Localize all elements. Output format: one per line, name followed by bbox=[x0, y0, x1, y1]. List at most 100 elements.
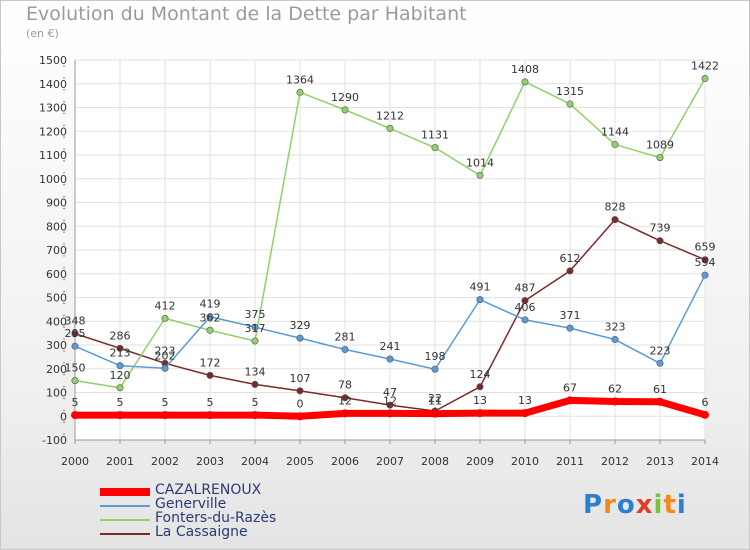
data-point bbox=[476, 409, 484, 418]
x-tick-label: 2006 bbox=[331, 455, 359, 468]
data-label: 134 bbox=[245, 365, 266, 378]
data-label: 5 bbox=[162, 396, 169, 409]
data-point bbox=[251, 323, 259, 331]
data-point bbox=[341, 346, 349, 354]
data-point bbox=[611, 336, 619, 344]
data-point bbox=[71, 411, 79, 420]
data-point bbox=[206, 326, 214, 334]
data-label: 419 bbox=[200, 298, 221, 311]
data-label: 223 bbox=[650, 344, 671, 357]
x-tick-label: 2003 bbox=[196, 455, 224, 468]
chart-title: Evolution du Montant de la Dette par Hab… bbox=[26, 3, 467, 25]
data-point bbox=[251, 411, 259, 420]
x-tick-label: 2005 bbox=[286, 455, 314, 468]
data-label: 12 bbox=[338, 394, 352, 407]
data-label: 172 bbox=[200, 356, 221, 369]
data-label: 412 bbox=[155, 299, 176, 312]
data-point bbox=[386, 401, 394, 409]
data-point bbox=[296, 88, 304, 96]
data-label: 406 bbox=[515, 301, 536, 314]
data-label: 213 bbox=[110, 347, 131, 360]
data-label: 1131 bbox=[421, 129, 449, 142]
data-point bbox=[611, 141, 619, 149]
x-tick-label: 2000 bbox=[61, 455, 89, 468]
data-label: 5 bbox=[117, 396, 124, 409]
x-tick-label: 2011 bbox=[556, 455, 584, 468]
x-tick-label: 2002 bbox=[151, 455, 179, 468]
y-tick-label: 100 bbox=[46, 387, 67, 400]
legend-label: La Cassaigne bbox=[155, 524, 248, 540]
data-label: 5 bbox=[252, 396, 259, 409]
y-tick-label: 1200 bbox=[39, 125, 67, 138]
y-tick-label: 700 bbox=[46, 244, 67, 257]
data-label: 1089 bbox=[646, 139, 674, 152]
data-point bbox=[476, 171, 484, 179]
data-label: 828 bbox=[605, 201, 626, 214]
legend-label: CAZALRENOUX bbox=[155, 482, 262, 498]
data-label: 107 bbox=[290, 372, 311, 385]
x-tick-label: 2010 bbox=[511, 455, 539, 468]
data-point bbox=[251, 337, 259, 345]
y-tick-label: 300 bbox=[46, 339, 67, 352]
data-label: 1408 bbox=[511, 63, 539, 76]
data-point bbox=[476, 383, 484, 391]
data-label: 1212 bbox=[376, 109, 404, 122]
data-label: 1290 bbox=[331, 91, 359, 104]
x-tick-label: 2007 bbox=[376, 455, 404, 468]
data-label: 295 bbox=[65, 327, 86, 340]
y-tick-label: 600 bbox=[46, 268, 67, 281]
data-label: 67 bbox=[563, 381, 577, 394]
data-label: 491 bbox=[470, 281, 491, 294]
data-label: 124 bbox=[470, 368, 491, 381]
data-point bbox=[71, 377, 79, 385]
data-point bbox=[521, 297, 529, 305]
data-label: 241 bbox=[380, 340, 401, 353]
data-label: 329 bbox=[290, 319, 311, 332]
data-point bbox=[71, 330, 79, 338]
data-label: 1014 bbox=[466, 156, 494, 169]
data-label: 1315 bbox=[556, 85, 584, 98]
data-point bbox=[386, 355, 394, 363]
y-tick-label: -100 bbox=[42, 434, 67, 447]
data-label: 0 bbox=[297, 397, 304, 410]
data-label: 13 bbox=[518, 394, 532, 407]
data-point bbox=[206, 313, 214, 321]
data-label: 1364 bbox=[286, 73, 314, 86]
y-tick-label: 1000 bbox=[39, 173, 67, 186]
data-point bbox=[296, 387, 304, 395]
legend-label: Generville bbox=[155, 496, 227, 512]
y-tick-label: 0 bbox=[60, 410, 67, 423]
data-point bbox=[611, 397, 619, 406]
data-point bbox=[296, 334, 304, 342]
data-label: 61 bbox=[653, 383, 667, 396]
data-label: 659 bbox=[695, 241, 716, 254]
data-point bbox=[701, 256, 709, 264]
data-label: 286 bbox=[110, 329, 131, 342]
data-point bbox=[431, 409, 439, 418]
data-label: 612 bbox=[560, 252, 581, 265]
data-point bbox=[656, 359, 664, 367]
legend-swatch bbox=[100, 488, 150, 496]
data-point bbox=[251, 380, 259, 388]
data-point bbox=[566, 324, 574, 332]
data-point bbox=[431, 144, 439, 152]
data-point bbox=[341, 106, 349, 114]
x-tick-label: 2004 bbox=[241, 455, 269, 468]
legend-label: Fonters-du-Razès bbox=[155, 510, 277, 526]
data-label: 317 bbox=[245, 322, 266, 335]
data-point bbox=[161, 314, 169, 322]
data-label: 12 bbox=[383, 394, 397, 407]
data-point bbox=[161, 364, 169, 372]
data-point bbox=[566, 396, 574, 405]
data-label: 223 bbox=[155, 344, 176, 357]
data-point bbox=[431, 365, 439, 373]
data-label: 62 bbox=[608, 383, 622, 396]
data-label: 594 bbox=[695, 256, 716, 269]
y-tick-label: 500 bbox=[46, 292, 67, 305]
y-tick-label: 1500 bbox=[39, 54, 67, 67]
data-label: 371 bbox=[560, 309, 581, 322]
x-tick-label: 2013 bbox=[646, 455, 674, 468]
data-label: 281 bbox=[335, 331, 356, 344]
data-label: 47 bbox=[383, 386, 397, 399]
